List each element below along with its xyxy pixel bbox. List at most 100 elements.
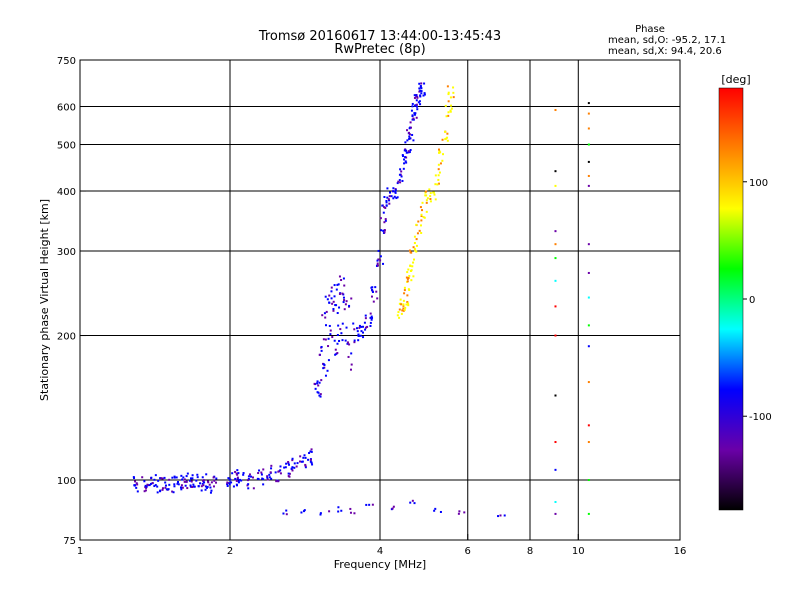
data-point bbox=[409, 269, 412, 272]
data-point bbox=[383, 229, 386, 232]
data-point bbox=[420, 214, 423, 217]
data-point bbox=[230, 481, 233, 484]
data-point bbox=[293, 462, 296, 465]
data-point bbox=[376, 262, 379, 265]
x-tick-label: 6 bbox=[465, 546, 471, 557]
data-point bbox=[423, 93, 426, 96]
data-point bbox=[422, 216, 425, 219]
data-point bbox=[270, 477, 273, 480]
data-point bbox=[330, 286, 333, 289]
data-point bbox=[266, 476, 269, 479]
data-point bbox=[413, 112, 416, 115]
data-point bbox=[340, 332, 343, 335]
data-point bbox=[200, 485, 203, 488]
data-point bbox=[446, 132, 449, 135]
data-point bbox=[191, 486, 194, 489]
data-point bbox=[503, 514, 506, 517]
data-point bbox=[202, 484, 205, 487]
data-point bbox=[181, 478, 184, 481]
data-point bbox=[345, 326, 348, 329]
data-point bbox=[237, 480, 240, 483]
data-point bbox=[413, 235, 416, 238]
data-point bbox=[290, 467, 293, 470]
data-point bbox=[336, 312, 339, 315]
data-point bbox=[320, 379, 323, 382]
data-point bbox=[189, 485, 192, 488]
data-point bbox=[156, 485, 159, 488]
data-point bbox=[405, 149, 408, 152]
data-point bbox=[248, 473, 251, 476]
data-point bbox=[282, 512, 285, 515]
data-point bbox=[144, 484, 147, 487]
data-point bbox=[331, 336, 334, 339]
data-point bbox=[402, 167, 405, 170]
data-point bbox=[195, 479, 198, 482]
data-point bbox=[175, 476, 178, 479]
data-point bbox=[369, 324, 372, 327]
data-point bbox=[215, 477, 218, 480]
data-point bbox=[371, 503, 374, 506]
data-point bbox=[340, 509, 343, 512]
data-point bbox=[199, 482, 202, 485]
data-point bbox=[336, 352, 339, 355]
data-point bbox=[296, 462, 299, 465]
data-point bbox=[361, 331, 364, 334]
data-point bbox=[449, 96, 452, 99]
data-point bbox=[275, 480, 278, 483]
data-point bbox=[260, 471, 263, 474]
data-point bbox=[554, 305, 557, 308]
data-point bbox=[302, 456, 305, 459]
data-point bbox=[182, 476, 185, 479]
data-point bbox=[403, 289, 406, 292]
data-point bbox=[407, 302, 410, 305]
data-point bbox=[392, 187, 395, 190]
data-point bbox=[393, 195, 396, 198]
data-point bbox=[325, 324, 328, 327]
data-point bbox=[554, 279, 557, 282]
data-point bbox=[384, 219, 387, 222]
data-point bbox=[346, 341, 349, 344]
data-point bbox=[416, 108, 419, 111]
data-point bbox=[226, 481, 229, 484]
data-point bbox=[164, 486, 167, 489]
data-point bbox=[376, 259, 379, 262]
data-point bbox=[159, 477, 162, 480]
data-point bbox=[396, 182, 399, 185]
data-point bbox=[376, 264, 379, 267]
data-point bbox=[401, 154, 404, 157]
data-point bbox=[397, 180, 400, 183]
data-point bbox=[434, 198, 437, 201]
data-point bbox=[418, 229, 421, 232]
data-point bbox=[408, 151, 411, 154]
data-point bbox=[308, 452, 311, 455]
data-point bbox=[252, 487, 255, 490]
data-point bbox=[250, 475, 253, 478]
data-point bbox=[370, 315, 373, 318]
data-point bbox=[261, 477, 264, 480]
data-point bbox=[303, 454, 306, 457]
data-point bbox=[434, 174, 437, 177]
data-point bbox=[321, 314, 324, 317]
data-point bbox=[408, 249, 411, 252]
data-point bbox=[407, 150, 410, 153]
data-point bbox=[384, 206, 387, 209]
data-point bbox=[408, 135, 411, 138]
data-point bbox=[279, 469, 282, 472]
data-point bbox=[283, 466, 286, 469]
data-point bbox=[402, 303, 405, 306]
data-point bbox=[369, 312, 372, 315]
data-point bbox=[236, 476, 239, 479]
x-tick-label: 8 bbox=[527, 546, 533, 557]
data-point bbox=[450, 104, 453, 107]
data-point bbox=[173, 485, 176, 488]
data-point bbox=[355, 327, 358, 330]
data-point bbox=[209, 491, 212, 494]
data-point bbox=[407, 304, 410, 307]
data-point bbox=[417, 101, 420, 104]
data-point bbox=[274, 471, 277, 474]
plot-area bbox=[80, 60, 680, 540]
data-point bbox=[320, 349, 323, 352]
data-point bbox=[412, 246, 415, 249]
data-point bbox=[425, 201, 428, 204]
data-point bbox=[426, 197, 429, 200]
